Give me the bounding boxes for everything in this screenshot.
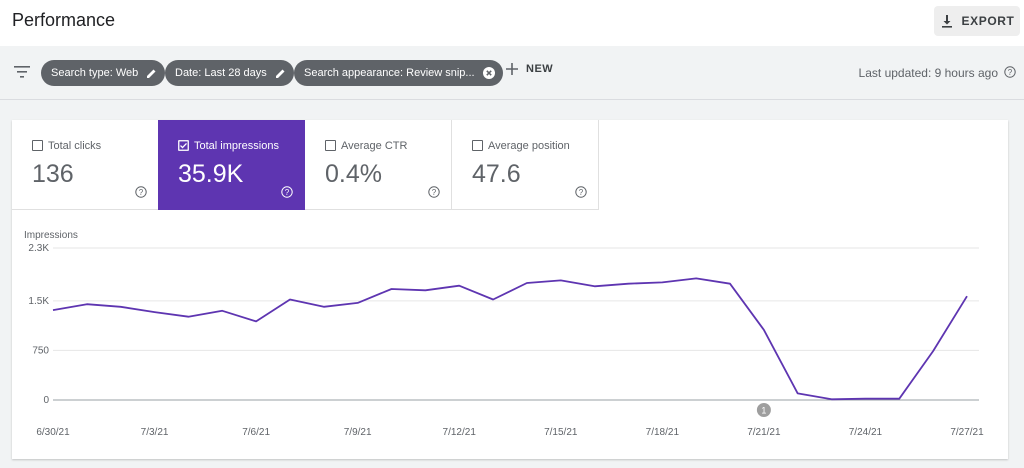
new-filter-button[interactable]: NEW [506, 63, 553, 75]
y-tick-label: 2.3K [28, 243, 49, 254]
x-tick-label: 7/18/21 [646, 427, 680, 438]
new-label: NEW [526, 63, 554, 75]
metric-average-position[interactable]: Average position 47.6 ? [452, 120, 599, 210]
x-tick-label: 7/27/21 [950, 427, 984, 438]
metric-total-clicks[interactable]: Total clicks 136 ? [12, 120, 159, 210]
y-tick-label: 0 [43, 395, 49, 406]
export-label: EXPORT [961, 14, 1015, 28]
metric-value: 47.6 [472, 160, 521, 188]
svg-text:?: ? [139, 188, 144, 197]
checkbox-checked-icon[interactable] [178, 140, 189, 151]
filter-chip-search-type[interactable]: Search type: Web [41, 60, 166, 86]
y-axis-label: Impressions [24, 230, 78, 241]
x-tick-label: 7/12/21 [443, 427, 477, 438]
edit-icon[interactable] [275, 68, 286, 79]
checkbox[interactable] [32, 140, 43, 151]
metric-label: Average position [488, 140, 570, 152]
metric-label: Average CTR [341, 140, 408, 152]
x-tick-label: 7/9/21 [344, 427, 372, 438]
help-icon[interactable]: ? [575, 186, 587, 198]
filter-icon[interactable] [14, 66, 30, 78]
last-updated-text: Last updated: 9 hours ago [858, 66, 998, 80]
x-tick-label: 7/3/21 [141, 427, 169, 438]
help-icon[interactable]: ? [135, 186, 147, 198]
annotation-marker [756, 403, 771, 417]
svg-text:?: ? [285, 188, 290, 197]
metric-value: 35.9K [178, 160, 244, 188]
filter-chip-date[interactable]: Date: Last 28 days [165, 60, 294, 86]
chip-label: Search type: Web [51, 67, 139, 79]
close-icon[interactable] [482, 67, 495, 79]
plus-icon [506, 63, 518, 75]
top-bar: Performance EXPORT [0, 0, 1024, 46]
filter-chip-search-appearance[interactable]: Search appearance: Review snip... [294, 60, 503, 86]
metric-value: 0.4% [325, 160, 382, 188]
x-tick-label: 7/6/21 [242, 427, 270, 438]
metric-label: Total impressions [194, 140, 279, 152]
checkbox[interactable] [472, 140, 483, 151]
y-tick-label: 750 [32, 345, 49, 356]
svg-text:?: ? [1008, 68, 1013, 77]
svg-text:?: ? [579, 188, 584, 197]
x-tick-label: 7/15/21 [544, 427, 578, 438]
export-button[interactable]: EXPORT [934, 6, 1020, 36]
impressions-chart: Impressions 2.3K 1.5K 750 0 6/30/21 7/3/21 7/6/… [24, 230, 984, 438]
metric-value: 136 [32, 160, 74, 188]
help-icon[interactable]: ? [428, 186, 440, 198]
metric-average-ctr[interactable]: Average CTR 0.4% ? [305, 120, 452, 210]
y-tick-label: 1.5K [28, 296, 49, 307]
metric-total-impressions[interactable]: Total impressions 35.9K ? [158, 120, 305, 210]
svg-text:?: ? [432, 188, 437, 197]
performance-card: Total clicks 136 ? Total impressions 35.… [12, 120, 1008, 459]
series-line [52, 277, 968, 401]
filter-bar: Search type: Web Date: Last 28 days Sear… [0, 46, 1024, 100]
help-icon[interactable]: ? [281, 186, 293, 198]
x-tick-label: 7/21/21 [747, 427, 781, 438]
x-tick-label: 7/24/21 [849, 427, 883, 438]
help-icon[interactable]: ? [1004, 66, 1016, 78]
page-title: Performance [12, 10, 116, 30]
annotation-label: 1 [761, 406, 766, 416]
edit-icon[interactable] [146, 68, 157, 79]
checkbox[interactable] [325, 140, 336, 151]
metric-label: Total clicks [48, 140, 102, 152]
x-tick-label: 6/30/21 [36, 427, 70, 438]
download-icon [941, 15, 952, 28]
chip-label: Search appearance: Review snip... [304, 67, 475, 79]
chip-label: Date: Last 28 days [175, 67, 267, 79]
